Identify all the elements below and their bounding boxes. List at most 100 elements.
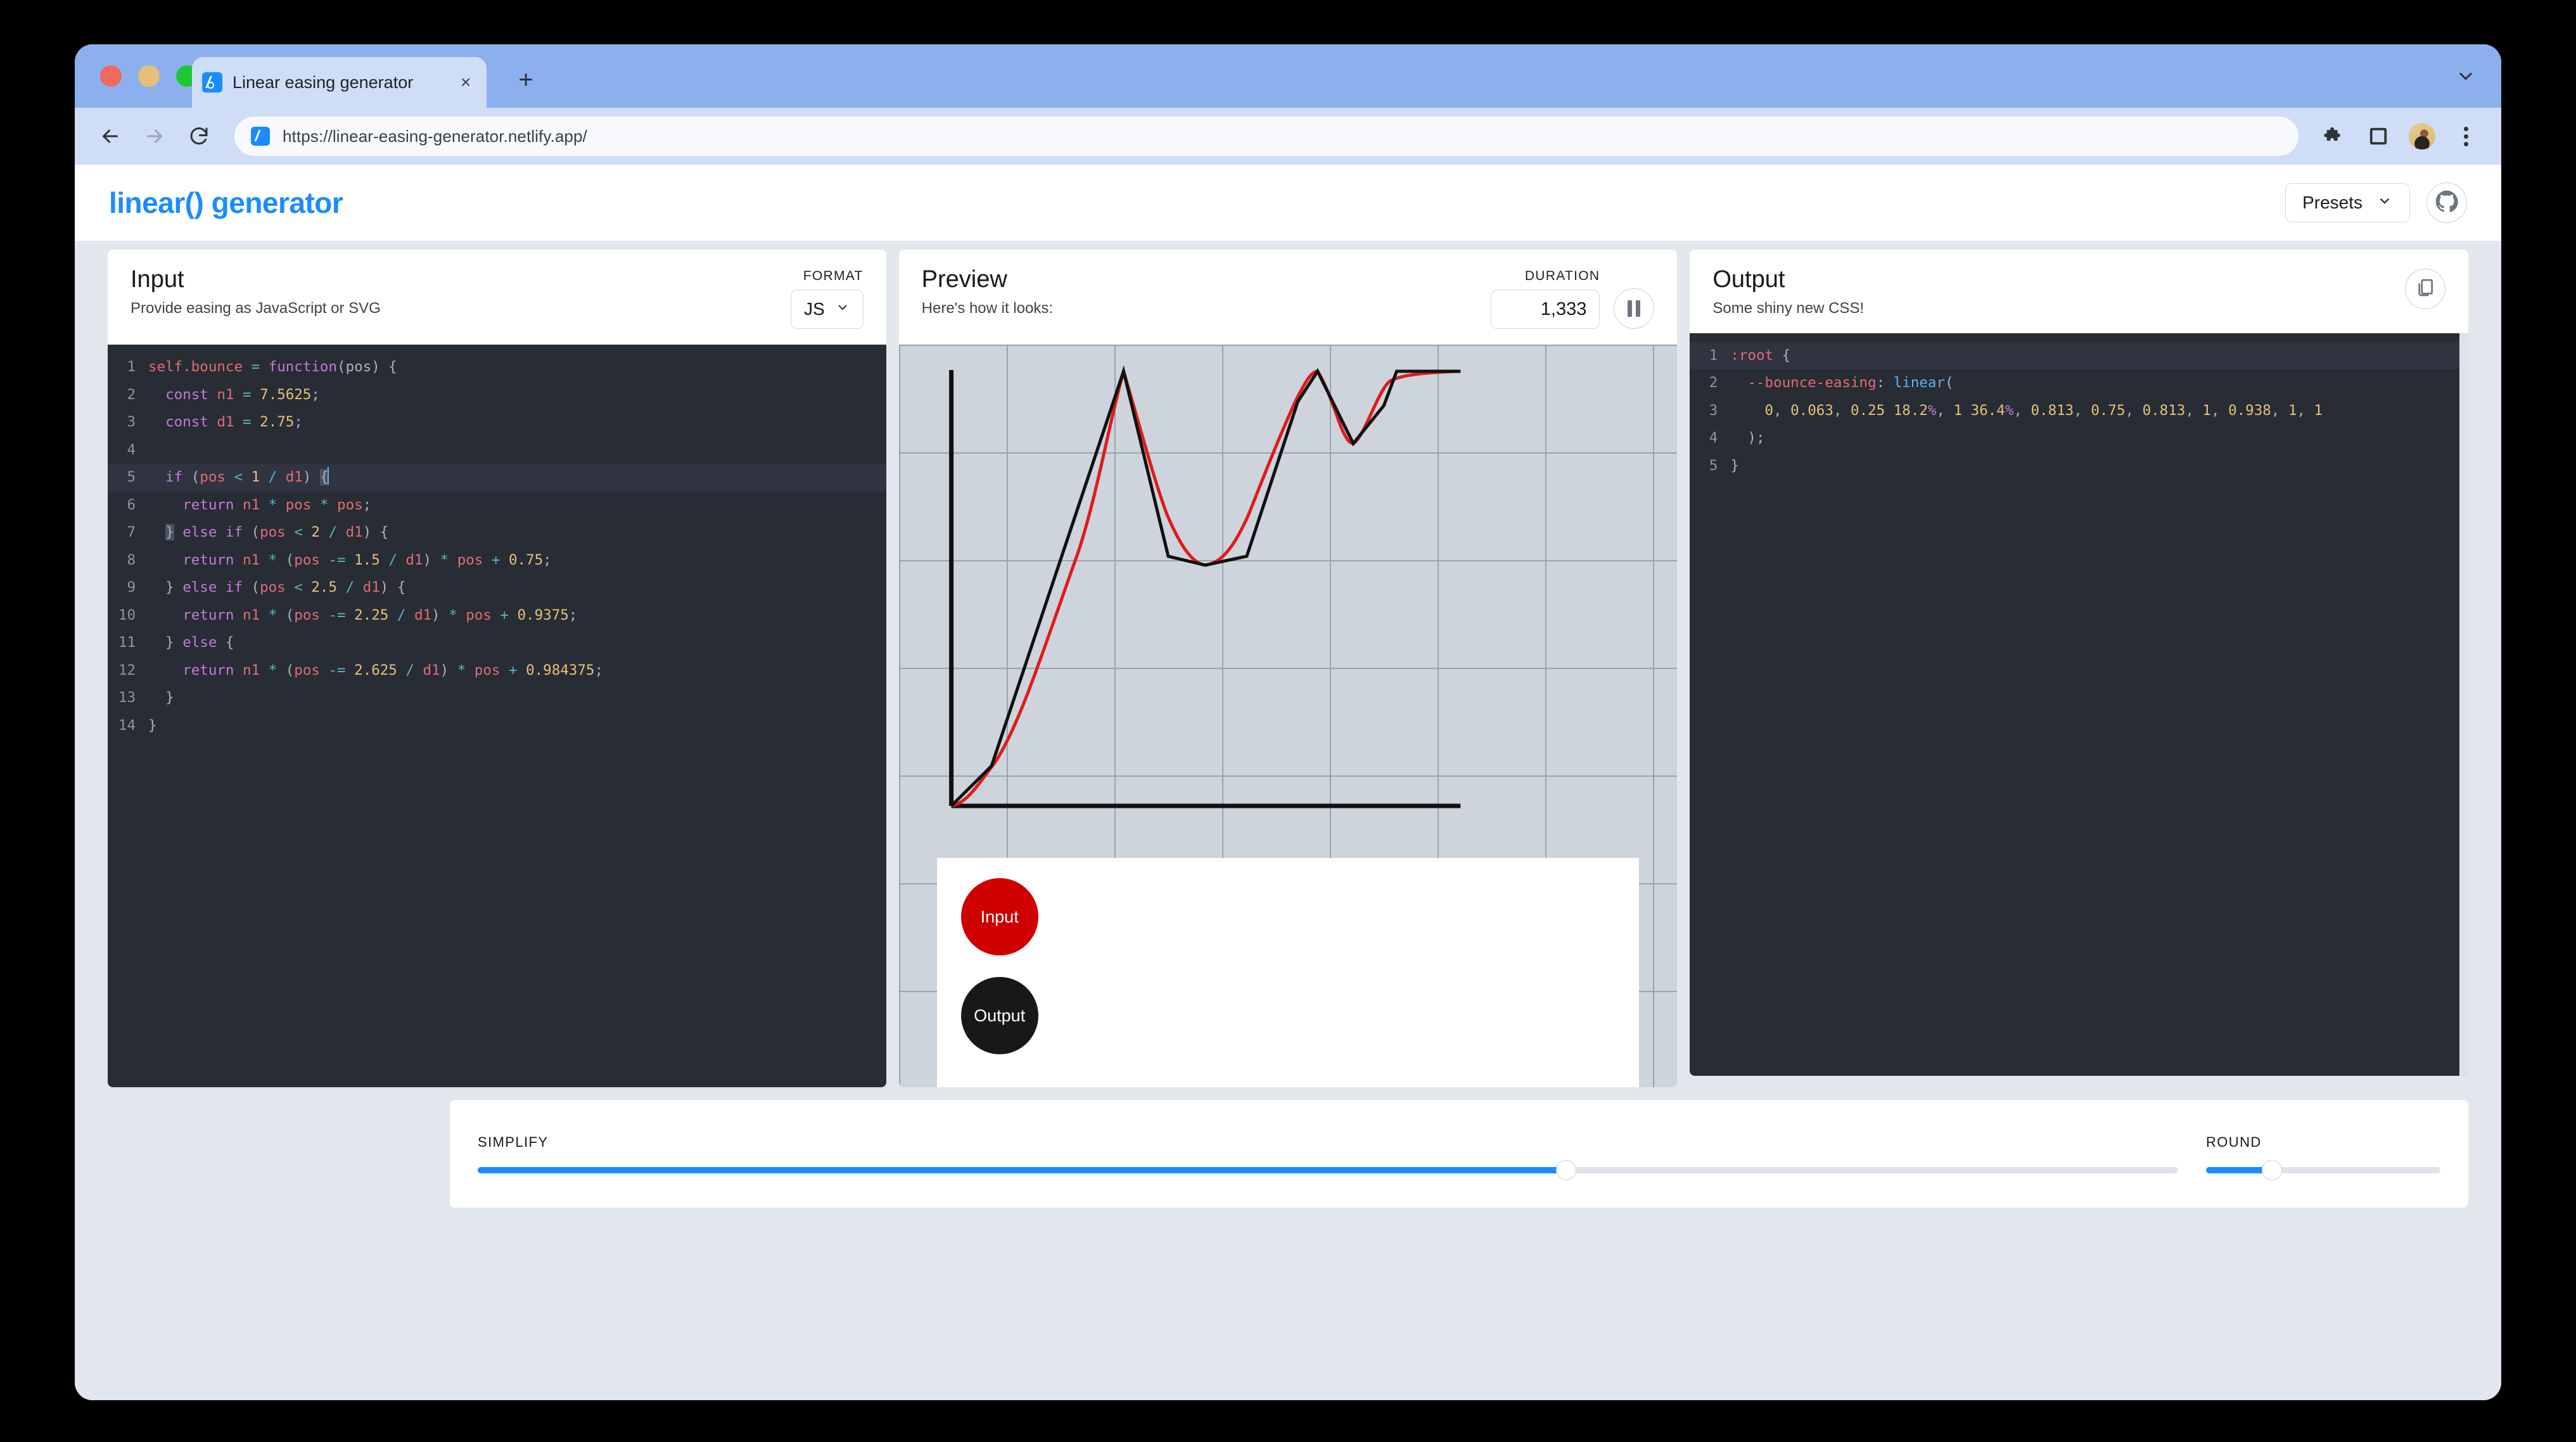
code-line: 13 }: [108, 684, 886, 712]
code-line: 12 return n1 * (pos -= 2.625 / d1) * pos…: [108, 657, 886, 685]
chevron-down-icon[interactable]: [2454, 65, 2477, 87]
preview-panel-subtitle: Here's how it looks:: [921, 299, 1053, 317]
pause-button[interactable]: [1614, 288, 1655, 329]
simplify-slider-thumb[interactable]: [1555, 1160, 1576, 1180]
code-line: 8 return n1 * (pos -= 1.5 / d1) * pos + …: [108, 547, 886, 575]
duration-input-value: 1,333: [1540, 298, 1587, 319]
window-controls: [100, 65, 198, 87]
profile-avatar[interactable]: [2409, 123, 2435, 150]
output-panel-title: Output: [1712, 266, 1785, 293]
output-code-view[interactable]: 1:root {2 --bounce-easing: linear(3 0, 0…: [1690, 333, 2469, 1076]
animation-stage: Input Output: [936, 858, 1640, 1087]
round-slider-group: ROUND: [2206, 1134, 2440, 1180]
code-line-text: return n1 * (pos -= 2.625 / d1) * pos + …: [182, 661, 603, 679]
code-line-text: :root {: [1730, 347, 1791, 364]
code-line-number: 4: [1709, 430, 1718, 447]
round-slider[interactable]: [2206, 1160, 2440, 1180]
code-line-number: 4: [127, 441, 136, 458]
output-scrollbar[interactable]: [2459, 333, 2469, 1076]
preview-panel: Preview Here's how it looks: DURATION 1,…: [898, 250, 1678, 1087]
code-line-number: 3: [1709, 402, 1718, 419]
presets-button[interactable]: Presets: [2285, 183, 2410, 222]
code-line: 1:root {: [1690, 341, 2469, 370]
code-line: 5 if (pos < 1 / d1) {: [108, 464, 886, 492]
preview-panel-title: Preview: [921, 266, 1007, 293]
output-panel: Output Some shiny new CSS!: [1690, 250, 2469, 1076]
code-line-text: return n1 * (pos -= 2.25 / d1) * pos + 0…: [182, 606, 578, 623]
address-bar[interactable]: https://linear-easing-generator.netlify.…: [234, 117, 2299, 156]
source-easing-curve: [950, 365, 1461, 808]
forward-arrow-icon[interactable]: [141, 122, 169, 150]
code-line-text: );: [1730, 430, 1765, 447]
text-caret: [328, 467, 329, 485]
code-line-text: 0, 0.063, 0.25 18.2%, 1 36.4%, 0.813, 0.…: [1764, 402, 2323, 419]
code-line: 9 } else if (pos < 2.5 / d1) {: [108, 574, 886, 602]
code-line: 14}: [108, 712, 886, 740]
output-ball-label: Output: [974, 1005, 1026, 1025]
minimize-window-button[interactable]: [138, 65, 160, 87]
chevron-down-icon: [835, 299, 850, 319]
code-line-text: if (pos < 1 / d1) {: [148, 464, 329, 492]
round-label: ROUND: [2206, 1134, 2262, 1150]
simplify-slider-fill: [478, 1167, 1566, 1173]
reload-icon[interactable]: [185, 122, 213, 150]
browser-toolbar: https://linear-easing-generator.netlify.…: [75, 108, 2501, 165]
page-content: linear() generator Presets: [75, 165, 2501, 1400]
code-line-text: }: [1730, 457, 1739, 474]
github-icon: [2435, 190, 2458, 216]
new-tab-button[interactable]: +: [518, 66, 533, 94]
back-arrow-icon[interactable]: [96, 122, 124, 150]
app-header: linear() generator Presets: [75, 165, 2501, 241]
code-line-number: 12: [118, 661, 136, 679]
copy-button[interactable]: [2405, 269, 2446, 309]
simplify-slider[interactable]: [478, 1160, 2178, 1180]
code-line-number: 11: [118, 634, 136, 651]
output-panel-subtitle: Some shiny new CSS!: [1712, 299, 1865, 317]
code-line: 3 0, 0.063, 0.25 18.2%, 1 36.4%, 0.813, …: [1690, 397, 2468, 425]
preview-panel-header: Preview Here's how it looks: DURATION 1,…: [898, 250, 1678, 345]
output-panel-header: Output Some shiny new CSS!: [1690, 250, 2469, 333]
puzzle-piece-icon[interactable]: [2320, 122, 2348, 150]
code-line: 3 const d1 = 2.75;: [108, 409, 886, 437]
code-line-text: const d1 = 2.75;: [165, 414, 303, 430]
format-select-value: JS: [803, 299, 825, 319]
input-panel-subtitle: Provide easing as JavaScript or SVG: [131, 299, 381, 317]
code-line-text: } else {: [165, 634, 234, 651]
code-line-number: 7: [127, 524, 136, 540]
round-slider-fill: [2206, 1167, 2272, 1173]
input-ball: Input: [960, 878, 1038, 955]
code-line-number: 5: [127, 469, 136, 485]
github-link-button[interactable]: [2426, 182, 2467, 223]
format-select[interactable]: JS: [790, 290, 864, 329]
side-panel-icon[interactable]: [2364, 122, 2392, 150]
duration-input[interactable]: 1,333: [1491, 290, 1600, 329]
input-panel-header: Input Provide easing as JavaScript or SV…: [108, 250, 886, 345]
code-line: 6 return n1 * pos * pos;: [108, 492, 886, 520]
copy-icon: [2415, 278, 2435, 301]
browser-window: Linear easing generator × + https://line…: [75, 44, 2501, 1400]
code-line: 1 self.bounce = function(pos) {: [108, 354, 886, 381]
code-line-text: return n1 * (pos -= 1.5 / d1) * pos + 0.…: [182, 551, 552, 568]
browser-tab[interactable]: Linear easing generator ×: [192, 57, 487, 108]
code-line-number: 1: [127, 359, 136, 375]
code-line-text: return n1 * pos * pos;: [182, 496, 372, 513]
code-line: 11 } else {: [108, 629, 886, 657]
code-line: 10 return n1 * (pos -= 2.25 / d1) * pos …: [108, 602, 886, 630]
input-panel: Input Provide easing as JavaScript or SV…: [108, 250, 886, 1087]
pause-icon: [1628, 300, 1641, 317]
code-line-text: }: [148, 689, 174, 706]
input-code-editor[interactable]: 1 self.bounce = function(pos) {2 const n1…: [108, 345, 886, 1087]
close-tab-icon[interactable]: ×: [460, 72, 471, 92]
app-header-actions: Presets: [2285, 182, 2467, 223]
input-ball-label: Input: [980, 907, 1019, 926]
code-line-number: 13: [118, 689, 136, 706]
code-line-number: 2: [1709, 374, 1718, 392]
round-slider-thumb[interactable]: [2261, 1160, 2282, 1180]
chevron-down-icon: [2376, 193, 2393, 214]
close-window-button[interactable]: [100, 65, 122, 87]
output-ball: Output: [960, 977, 1038, 1054]
kebab-menu-icon[interactable]: [2452, 122, 2480, 150]
address-bar-url: https://linear-easing-generator.netlify.…: [283, 126, 587, 146]
simplify-slider-group: SIMPLIFY: [478, 1134, 2178, 1180]
code-line-text: self.bounce = function(pos) {: [148, 359, 397, 375]
